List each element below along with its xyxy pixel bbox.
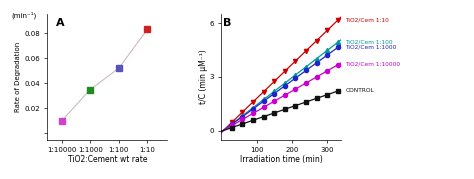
Text: TiO2/Cem 1:10000: TiO2/Cem 1:10000 bbox=[346, 62, 401, 67]
Y-axis label: t/C (min μM⁻¹): t/C (min μM⁻¹) bbox=[199, 50, 208, 104]
Text: TiO2/Cem 1:1000: TiO2/Cem 1:1000 bbox=[346, 44, 397, 49]
Text: (min⁻¹): (min⁻¹) bbox=[11, 12, 36, 19]
Text: A: A bbox=[56, 18, 64, 28]
Text: B: B bbox=[222, 18, 231, 28]
Text: TiO2/Cem 1:100: TiO2/Cem 1:100 bbox=[346, 39, 393, 44]
Y-axis label: Rate of Degradation: Rate of Degradation bbox=[15, 42, 21, 112]
Text: CONTROL: CONTROL bbox=[346, 88, 374, 93]
Text: TiO2/Cem 1:10: TiO2/Cem 1:10 bbox=[346, 17, 389, 22]
X-axis label: TiO2:Cement wt rate: TiO2:Cement wt rate bbox=[68, 155, 147, 164]
X-axis label: Irradiation time (min): Irradiation time (min) bbox=[240, 155, 323, 164]
